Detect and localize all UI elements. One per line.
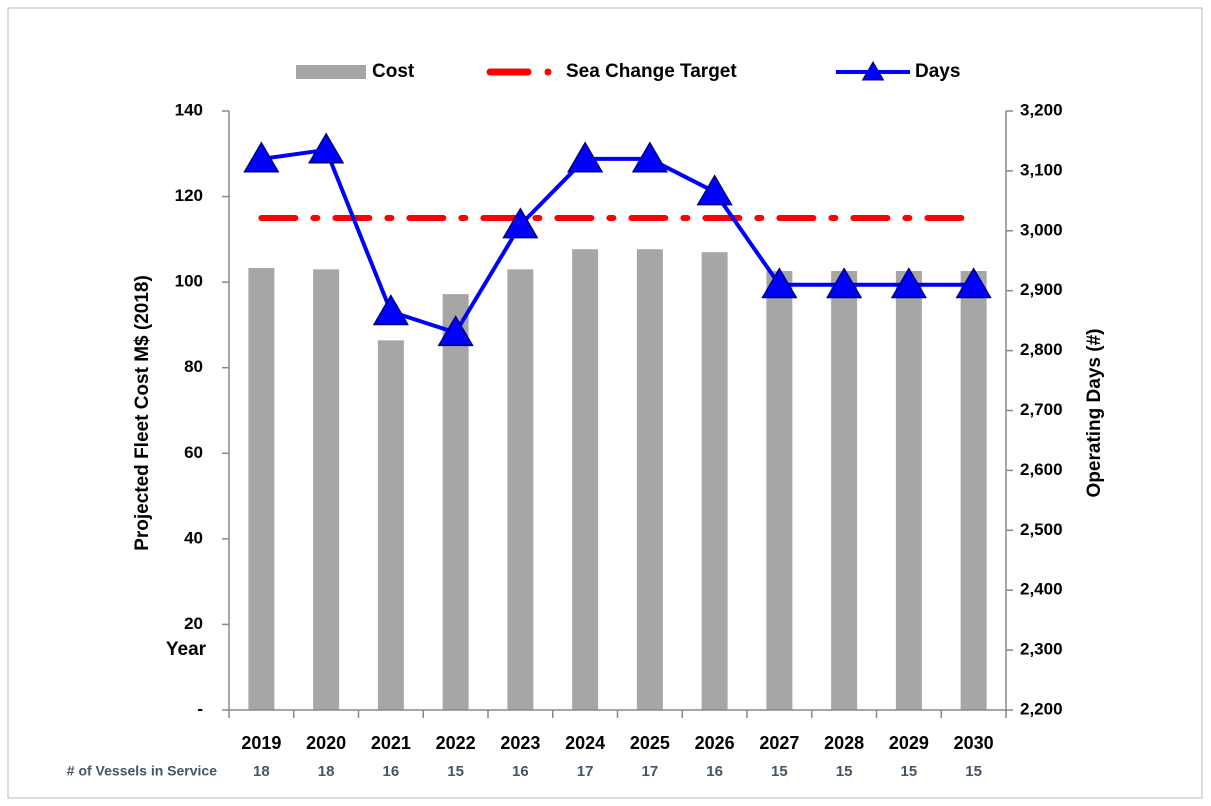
y2-tick-label: 2,400	[1020, 580, 1063, 599]
vessels-value: 18	[318, 763, 335, 780]
x-tick-label: 2030	[954, 733, 994, 753]
vessels-value: 17	[577, 763, 594, 780]
y-tick-label: 140	[175, 100, 203, 119]
x-tick-label: 2029	[889, 733, 929, 753]
y2-tick-label: 3,000	[1020, 220, 1063, 239]
x-tick-label: 2022	[436, 733, 476, 753]
y2-tick-label: 2,700	[1020, 400, 1063, 419]
bar	[377, 340, 404, 710]
vessels-value: 15	[771, 763, 788, 780]
days-marker	[567, 141, 604, 173]
y-tick-label: 120	[175, 186, 203, 205]
bar	[442, 294, 469, 710]
legend-label: Days	[915, 61, 960, 82]
bar	[766, 271, 793, 710]
bar	[507, 269, 534, 710]
x-tick-label: 2023	[500, 733, 540, 753]
days-line	[261, 147, 974, 336]
bar	[895, 271, 922, 710]
x-tick-label: 2019	[241, 733, 281, 753]
legend-swatch	[296, 65, 366, 79]
x-tick-label: 2021	[371, 733, 411, 753]
chart-border	[7, 7, 1203, 799]
days-marker	[631, 141, 668, 173]
vessels-value: 18	[253, 763, 270, 780]
x-tick-label: 2027	[759, 733, 799, 753]
bar	[572, 249, 599, 710]
vessels-label: # of Vessels in Service	[67, 763, 217, 779]
days-marker	[243, 141, 280, 173]
y2-tick-label: 2,600	[1020, 460, 1063, 479]
x-tick-label: 2024	[565, 733, 605, 753]
vessels-value: 16	[512, 763, 529, 780]
days-marker	[826, 267, 863, 299]
days-marker	[955, 267, 992, 299]
legend-label: Cost	[372, 61, 415, 82]
x-tick-label: 2028	[824, 733, 864, 753]
y2-tick-label: 2,300	[1020, 640, 1063, 659]
y-tick-label: 100	[175, 272, 203, 291]
bar	[701, 252, 728, 710]
vessels-value: 15	[836, 763, 853, 780]
days-marker	[308, 132, 345, 164]
vessels-value: 15	[901, 763, 918, 780]
days-marker	[502, 207, 539, 239]
x-tick-label: 2025	[630, 733, 670, 753]
y-tick-label: 40	[184, 528, 203, 547]
y2-tick-label: 2,500	[1020, 520, 1063, 539]
y2-axis-title: Operating Days (#)	[1084, 329, 1105, 498]
y-tick-label: -	[197, 699, 203, 718]
annotation: Year	[166, 639, 207, 660]
legend-swatch	[544, 68, 552, 76]
vessels-value: 16	[383, 763, 400, 780]
days-marker	[761, 267, 798, 299]
y2-tick-label: 2,800	[1020, 340, 1063, 359]
y-tick-label: 20	[184, 614, 203, 633]
x-tick-label: 2026	[695, 733, 735, 753]
y-tick-label: 60	[184, 443, 203, 462]
days-marker	[437, 315, 474, 347]
x-tick-label: 2020	[306, 733, 346, 753]
vessels-value: 15	[965, 763, 982, 780]
days-marker	[890, 267, 927, 299]
y2-tick-label: 2,900	[1020, 280, 1063, 299]
days-marker	[696, 174, 733, 206]
y2-tick-label: 2,200	[1020, 699, 1063, 718]
bar	[313, 269, 340, 710]
days-marker	[372, 294, 409, 326]
y-axis-title: Projected Fleet Cost M$ (2018)	[132, 275, 153, 551]
y2-tick-label: 3,100	[1020, 160, 1063, 179]
legend-label: Sea Change Target	[566, 61, 737, 82]
vessels-value: 16	[706, 763, 723, 780]
bar	[831, 271, 858, 710]
legend-swatch	[861, 61, 885, 81]
y-tick-label: 80	[184, 357, 203, 376]
bar	[248, 268, 275, 710]
vessels-value: 17	[642, 763, 659, 780]
bar	[960, 271, 987, 710]
vessels-value: 15	[447, 763, 464, 780]
bar	[636, 249, 663, 710]
y2-tick-label: 3,200	[1020, 100, 1063, 119]
